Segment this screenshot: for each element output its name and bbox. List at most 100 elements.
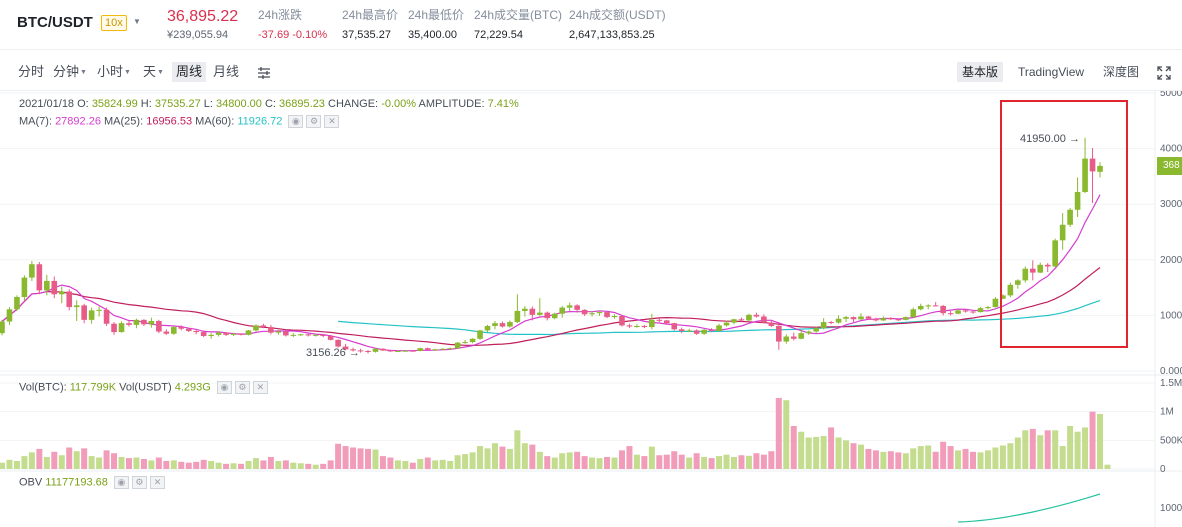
gear-icon[interactable]: ⚙: [131, 476, 147, 489]
volume-bar: [140, 458, 147, 469]
volume-bar: [790, 426, 797, 469]
volume-bar: [693, 453, 700, 469]
candle-body: [1022, 268, 1029, 281]
candle-body: [1000, 295, 1006, 299]
candle-body: [111, 323, 117, 333]
candle-body: [253, 325, 259, 331]
interval-day[interactable]: 天▼: [139, 62, 168, 83]
candle-body: [1067, 209, 1073, 225]
candle-body: [970, 311, 976, 313]
stat-value: 2,647,133,853.25: [569, 29, 655, 41]
ma7-value: 27892.26: [55, 115, 101, 128]
volume-bar: [21, 456, 28, 469]
volume-bar: [671, 451, 678, 469]
candle-body: [178, 327, 185, 329]
candle-body: [738, 319, 745, 321]
candle-body: [327, 335, 334, 340]
ma25-label: MA(25):: [104, 115, 144, 128]
interval-week[interactable]: 周线: [172, 62, 207, 82]
obv-line: [958, 493, 1101, 523]
candle-body: [559, 307, 566, 314]
ohlc-low: 34800.00: [216, 98, 262, 110]
candle-body: [1082, 158, 1088, 192]
volume-bar: [357, 448, 364, 469]
candle-body: [790, 336, 797, 339]
candle-body: [992, 298, 999, 308]
candle-body: [1037, 264, 1044, 273]
volume-bar: [633, 454, 640, 469]
volume-bar: [880, 451, 887, 469]
volume-bar: [260, 460, 267, 469]
volume-bar: [305, 463, 312, 469]
interval-timeline[interactable]: 分时: [18, 64, 45, 79]
candle-body: [813, 328, 819, 332]
obv-readout: OBV 11177193.68 ◉ ⚙ ✕: [19, 476, 165, 489]
view-depth[interactable]: 深度图: [1103, 65, 1140, 79]
candle-body: [193, 330, 200, 333]
volume-bar: [611, 457, 618, 469]
candle-body: [551, 313, 558, 319]
candle-body: [484, 325, 491, 331]
candle-body: [1097, 165, 1103, 172]
candle-body: [372, 348, 379, 352]
candle-body: [350, 349, 356, 351]
pair-name[interactable]: BTC/USDT: [17, 14, 93, 31]
candle-body: [73, 305, 80, 308]
candle-body: [589, 313, 595, 315]
candle-body: [290, 334, 297, 336]
candle-body: [716, 325, 722, 331]
candle-settings-icon[interactable]: [252, 62, 276, 83]
volume-bar: [133, 457, 140, 469]
fullscreen-icon[interactable]: [1152, 62, 1176, 82]
chart-area[interactable]: 50000.0040000.0030000.0020000.0010000.00…: [0, 90, 1182, 527]
candle-body: [835, 318, 842, 323]
close-icon[interactable]: ✕: [149, 476, 165, 489]
close-icon[interactable]: ✕: [324, 115, 340, 128]
stat-24h-low: 24h最低价 35,400.00: [408, 8, 464, 42]
price-tick-label: 40000.00: [1160, 144, 1182, 155]
candle-body: [365, 350, 371, 352]
volume-bar: [731, 456, 737, 469]
candle-body: [215, 332, 222, 335]
volume-bar: [185, 462, 192, 469]
volume-bar: [275, 460, 282, 469]
close-icon[interactable]: ✕: [252, 381, 268, 394]
candle-body: [865, 316, 872, 319]
eye-icon[interactable]: ◉: [288, 115, 304, 128]
candle-body: [977, 308, 984, 313]
view-basic[interactable]: 基本版: [957, 62, 1004, 82]
view-tradingview[interactable]: TradingView: [1018, 65, 1085, 79]
volume-bar: [499, 446, 506, 469]
volume-bar: [910, 448, 917, 469]
vol-btc-value: 117.799K: [69, 381, 117, 394]
interval-hour[interactable]: 小时▼: [93, 62, 135, 83]
interval-month[interactable]: 月线: [213, 64, 240, 79]
gear-icon[interactable]: ⚙: [306, 115, 322, 128]
volume-bar: [843, 440, 850, 469]
candle-body: [955, 310, 961, 314]
candle-body: [223, 332, 229, 335]
volume-bar: [648, 446, 655, 469]
candle-body: [477, 330, 483, 339]
stat-24h-high: 24h最高价 37,535.27: [342, 8, 398, 42]
ohlc-close: 36895.23: [279, 98, 325, 110]
volume-bar: [252, 458, 259, 469]
volume-bar: [58, 455, 65, 469]
candle-body: [387, 350, 394, 352]
candle-body: [0, 321, 5, 334]
volume-bar: [753, 453, 760, 469]
volume-bar: [28, 452, 35, 469]
kline-chart[interactable]: 50000.0040000.0030000.0020000.0010000.00…: [0, 91, 1182, 527]
pair-dropdown-chevron-icon[interactable]: ▼: [133, 17, 141, 26]
ma25-value: 16956.53: [146, 115, 193, 128]
volume-bar: [320, 463, 327, 469]
volume-bar: [932, 451, 939, 469]
interval-minute[interactable]: 分钟▼: [49, 62, 91, 83]
eye-icon[interactable]: ◉: [216, 381, 232, 394]
volume-bar: [297, 463, 304, 469]
candle-body: [536, 312, 543, 315]
eye-icon[interactable]: ◉: [113, 476, 129, 489]
volume-bar: [178, 461, 185, 469]
gear-icon[interactable]: ⚙: [234, 381, 250, 394]
leverage-badge[interactable]: 10x: [101, 15, 127, 31]
